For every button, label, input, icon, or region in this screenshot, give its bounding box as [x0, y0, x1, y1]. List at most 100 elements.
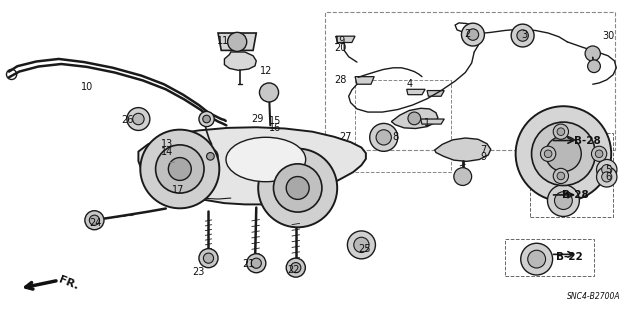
Text: 23: 23: [193, 267, 205, 277]
Polygon shape: [138, 127, 366, 204]
Ellipse shape: [354, 237, 369, 253]
Ellipse shape: [585, 46, 600, 61]
Ellipse shape: [602, 165, 612, 175]
Ellipse shape: [557, 172, 564, 180]
Text: 21: 21: [243, 259, 255, 270]
Text: 27: 27: [339, 132, 352, 142]
Text: SNC4-B2700A: SNC4-B2700A: [567, 292, 621, 301]
Text: 28: 28: [334, 76, 347, 85]
Ellipse shape: [199, 111, 214, 127]
Ellipse shape: [132, 113, 144, 125]
Ellipse shape: [553, 124, 568, 139]
Polygon shape: [218, 33, 256, 50]
Text: B-28: B-28: [573, 136, 600, 145]
Ellipse shape: [596, 160, 617, 180]
Ellipse shape: [540, 146, 556, 161]
Bar: [325, 12, 615, 150]
Text: 13: 13: [161, 139, 173, 149]
Ellipse shape: [207, 152, 214, 160]
Text: FR.: FR.: [58, 275, 80, 292]
Text: 19: 19: [334, 36, 346, 46]
Polygon shape: [225, 52, 256, 70]
Ellipse shape: [376, 130, 392, 145]
Ellipse shape: [156, 145, 204, 193]
Text: 10: 10: [81, 82, 93, 92]
Polygon shape: [523, 122, 599, 185]
Ellipse shape: [602, 172, 612, 182]
Bar: [505, 239, 594, 276]
Ellipse shape: [246, 254, 266, 273]
Text: 14: 14: [161, 147, 173, 157]
Ellipse shape: [204, 253, 214, 263]
Ellipse shape: [528, 250, 545, 268]
Text: B-22: B-22: [556, 252, 582, 262]
Text: 17: 17: [172, 184, 185, 195]
Ellipse shape: [517, 30, 529, 41]
Ellipse shape: [461, 23, 484, 46]
Text: 11: 11: [217, 36, 229, 46]
Ellipse shape: [286, 176, 309, 199]
Ellipse shape: [408, 112, 420, 125]
Text: 24: 24: [90, 218, 102, 228]
Ellipse shape: [348, 231, 376, 259]
Ellipse shape: [203, 149, 218, 164]
Ellipse shape: [557, 128, 564, 136]
Ellipse shape: [516, 106, 611, 201]
Bar: [531, 133, 613, 217]
Ellipse shape: [554, 192, 572, 210]
Text: 25: 25: [358, 244, 371, 254]
Ellipse shape: [588, 60, 600, 72]
Ellipse shape: [228, 32, 246, 51]
Ellipse shape: [286, 258, 305, 277]
Polygon shape: [406, 89, 425, 95]
Polygon shape: [392, 108, 438, 129]
Ellipse shape: [140, 130, 220, 208]
Ellipse shape: [291, 263, 301, 273]
Ellipse shape: [467, 29, 479, 40]
Polygon shape: [519, 135, 537, 148]
Ellipse shape: [199, 249, 218, 268]
Text: 5: 5: [605, 165, 611, 174]
Ellipse shape: [168, 158, 191, 181]
Ellipse shape: [258, 149, 337, 227]
Polygon shape: [336, 36, 355, 42]
Polygon shape: [435, 138, 491, 161]
Text: 4: 4: [406, 78, 412, 89]
Text: B-28: B-28: [562, 190, 589, 200]
Ellipse shape: [553, 168, 568, 183]
Ellipse shape: [259, 83, 278, 102]
Text: 30: 30: [602, 31, 614, 41]
Polygon shape: [355, 77, 374, 84]
Ellipse shape: [273, 164, 322, 212]
Text: 1: 1: [424, 118, 430, 128]
Text: 8: 8: [392, 132, 398, 142]
Ellipse shape: [90, 215, 100, 225]
Ellipse shape: [251, 258, 261, 268]
Ellipse shape: [544, 150, 552, 158]
Text: 3: 3: [521, 30, 527, 40]
Text: 22: 22: [287, 265, 300, 275]
Ellipse shape: [532, 122, 595, 186]
Bar: [355, 80, 451, 172]
Text: 9: 9: [481, 152, 487, 162]
Ellipse shape: [595, 150, 603, 158]
Ellipse shape: [596, 167, 617, 187]
Polygon shape: [420, 119, 444, 124]
Ellipse shape: [127, 108, 150, 130]
Text: 29: 29: [252, 114, 264, 124]
Polygon shape: [427, 91, 444, 96]
Text: 20: 20: [334, 43, 347, 53]
Ellipse shape: [591, 146, 607, 161]
Ellipse shape: [370, 123, 397, 151]
Text: 2: 2: [465, 29, 471, 39]
Ellipse shape: [545, 136, 581, 172]
Text: 26: 26: [122, 115, 134, 125]
Text: 6: 6: [605, 172, 611, 182]
Text: 7: 7: [481, 145, 487, 155]
Ellipse shape: [203, 115, 211, 123]
Ellipse shape: [511, 24, 534, 47]
Ellipse shape: [547, 185, 579, 217]
Text: 12: 12: [260, 66, 272, 76]
Ellipse shape: [226, 137, 306, 182]
Ellipse shape: [454, 168, 472, 185]
